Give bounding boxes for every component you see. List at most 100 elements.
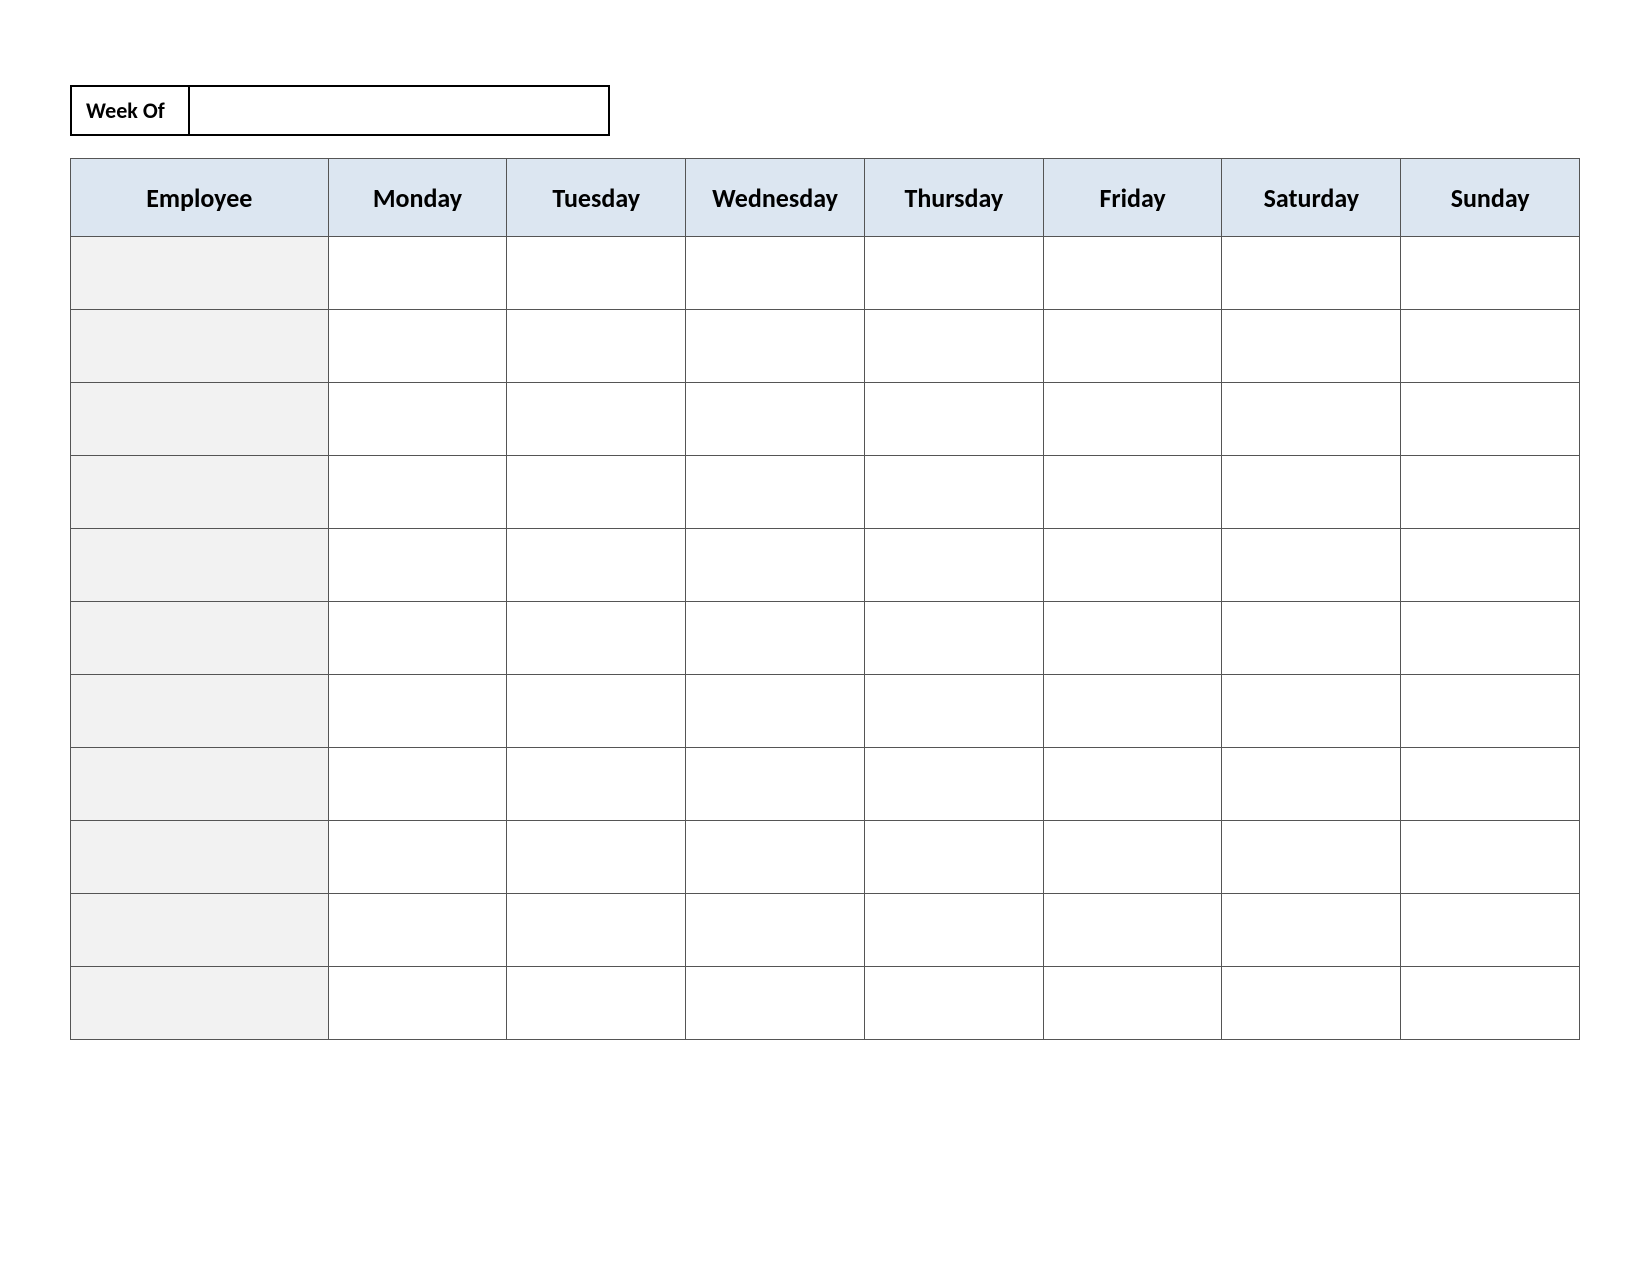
- schedule-cell[interactable]: [686, 821, 865, 894]
- schedule-cell[interactable]: [686, 310, 865, 383]
- schedule-cell[interactable]: [1222, 821, 1401, 894]
- schedule-cell[interactable]: [686, 748, 865, 821]
- schedule-cell[interactable]: [328, 310, 507, 383]
- schedule-cell[interactable]: [1401, 456, 1580, 529]
- schedule-cell[interactable]: [686, 967, 865, 1040]
- table-row: [71, 456, 1580, 529]
- schedule-cell[interactable]: [686, 456, 865, 529]
- employee-cell[interactable]: [71, 821, 329, 894]
- schedule-cell[interactable]: [1043, 383, 1222, 456]
- table-row: [71, 602, 1580, 675]
- employee-cell[interactable]: [71, 529, 329, 602]
- schedule-cell[interactable]: [1043, 821, 1222, 894]
- schedule-cell[interactable]: [328, 529, 507, 602]
- schedule-cell[interactable]: [1222, 894, 1401, 967]
- schedule-cell[interactable]: [1222, 602, 1401, 675]
- schedule-cell[interactable]: [686, 529, 865, 602]
- schedule-cell[interactable]: [1222, 967, 1401, 1040]
- schedule-cell[interactable]: [1043, 748, 1222, 821]
- schedule-cell[interactable]: [507, 456, 686, 529]
- schedule-cell[interactable]: [328, 675, 507, 748]
- employee-cell[interactable]: [71, 383, 329, 456]
- schedule-cell[interactable]: [864, 748, 1043, 821]
- schedule-cell[interactable]: [1043, 529, 1222, 602]
- schedule-cell[interactable]: [1401, 675, 1580, 748]
- schedule-cell[interactable]: [1401, 748, 1580, 821]
- schedule-cell[interactable]: [1401, 967, 1580, 1040]
- employee-cell[interactable]: [71, 310, 329, 383]
- table-header-row: Employee Monday Tuesday Wednesday Thursd…: [71, 159, 1580, 237]
- schedule-cell[interactable]: [864, 602, 1043, 675]
- employee-cell[interactable]: [71, 675, 329, 748]
- schedule-cell[interactable]: [328, 748, 507, 821]
- schedule-cell[interactable]: [1401, 894, 1580, 967]
- schedule-cell[interactable]: [686, 602, 865, 675]
- schedule-cell[interactable]: [1222, 383, 1401, 456]
- schedule-cell[interactable]: [507, 967, 686, 1040]
- schedule-cell[interactable]: [328, 237, 507, 310]
- schedule-cell[interactable]: [686, 894, 865, 967]
- employee-cell[interactable]: [71, 602, 329, 675]
- table-row: [71, 529, 1580, 602]
- schedule-cell[interactable]: [328, 383, 507, 456]
- schedule-cell[interactable]: [1222, 748, 1401, 821]
- schedule-cell[interactable]: [507, 821, 686, 894]
- schedule-cell[interactable]: [864, 456, 1043, 529]
- schedule-cell[interactable]: [507, 675, 686, 748]
- schedule-cell[interactable]: [1401, 383, 1580, 456]
- schedule-cell[interactable]: [328, 894, 507, 967]
- schedule-cell[interactable]: [328, 967, 507, 1040]
- schedule-cell[interactable]: [328, 456, 507, 529]
- schedule-cell[interactable]: [328, 821, 507, 894]
- table-row: [71, 894, 1580, 967]
- schedule-cell[interactable]: [686, 237, 865, 310]
- column-header-monday: Monday: [328, 159, 507, 237]
- schedule-cell[interactable]: [507, 310, 686, 383]
- employee-cell[interactable]: [71, 967, 329, 1040]
- schedule-cell[interactable]: [1222, 529, 1401, 602]
- schedule-cell[interactable]: [507, 529, 686, 602]
- schedule-cell[interactable]: [1043, 237, 1222, 310]
- schedule-cell[interactable]: [1401, 310, 1580, 383]
- schedule-cell[interactable]: [1043, 456, 1222, 529]
- schedule-cell[interactable]: [507, 602, 686, 675]
- schedule-cell[interactable]: [1043, 894, 1222, 967]
- schedule-cell[interactable]: [864, 310, 1043, 383]
- schedule-cell[interactable]: [864, 383, 1043, 456]
- schedule-cell[interactable]: [864, 967, 1043, 1040]
- schedule-cell[interactable]: [507, 383, 686, 456]
- schedule-cell[interactable]: [1043, 310, 1222, 383]
- schedule-cell[interactable]: [1222, 310, 1401, 383]
- column-header-thursday: Thursday: [864, 159, 1043, 237]
- schedule-cell[interactable]: [864, 237, 1043, 310]
- week-of-label: Week Of: [70, 85, 190, 136]
- table-row: [71, 237, 1580, 310]
- schedule-cell[interactable]: [1043, 967, 1222, 1040]
- schedule-cell[interactable]: [1222, 675, 1401, 748]
- employee-cell[interactable]: [71, 237, 329, 310]
- table-row: [71, 383, 1580, 456]
- schedule-cell[interactable]: [1401, 237, 1580, 310]
- schedule-cell[interactable]: [507, 894, 686, 967]
- schedule-cell[interactable]: [328, 602, 507, 675]
- schedule-cell[interactable]: [864, 894, 1043, 967]
- employee-cell[interactable]: [71, 456, 329, 529]
- table-row: [71, 675, 1580, 748]
- schedule-cell[interactable]: [1222, 456, 1401, 529]
- schedule-cell[interactable]: [1401, 529, 1580, 602]
- schedule-cell[interactable]: [686, 675, 865, 748]
- schedule-cell[interactable]: [1401, 602, 1580, 675]
- schedule-cell[interactable]: [864, 821, 1043, 894]
- employee-cell[interactable]: [71, 748, 329, 821]
- schedule-cell[interactable]: [1043, 675, 1222, 748]
- schedule-cell[interactable]: [507, 748, 686, 821]
- schedule-cell[interactable]: [686, 383, 865, 456]
- schedule-cell[interactable]: [507, 237, 686, 310]
- schedule-cell[interactable]: [1222, 237, 1401, 310]
- schedule-cell[interactable]: [1401, 821, 1580, 894]
- schedule-cell[interactable]: [864, 529, 1043, 602]
- schedule-cell[interactable]: [1043, 602, 1222, 675]
- week-of-input[interactable]: [190, 85, 610, 136]
- employee-cell[interactable]: [71, 894, 329, 967]
- schedule-cell[interactable]: [864, 675, 1043, 748]
